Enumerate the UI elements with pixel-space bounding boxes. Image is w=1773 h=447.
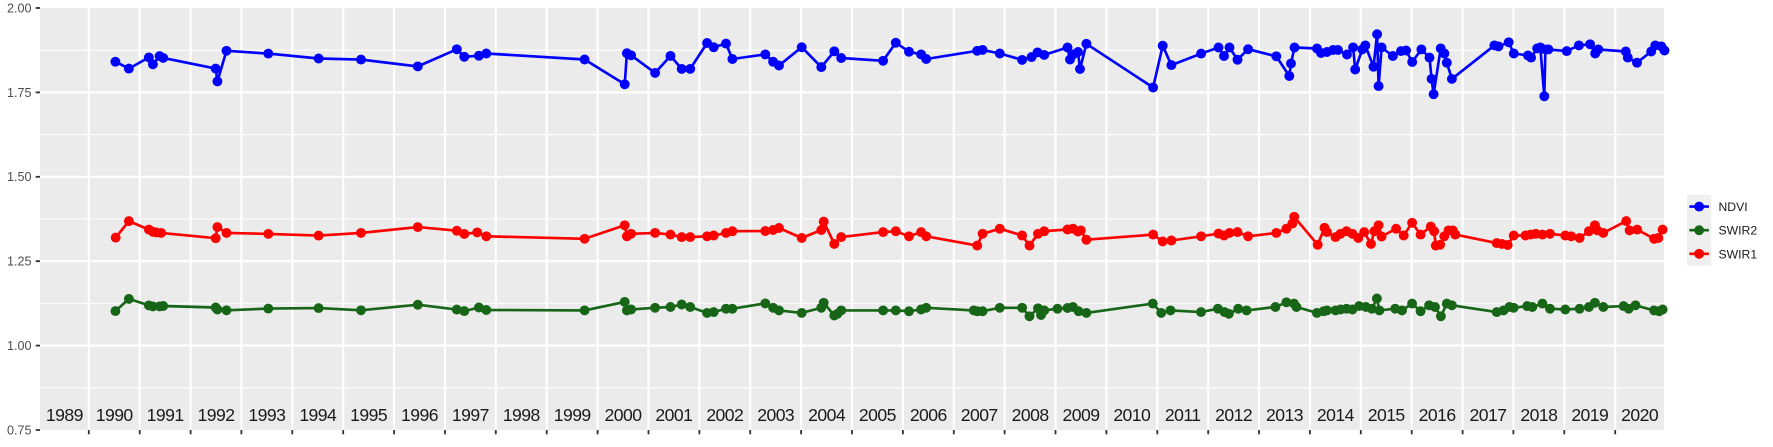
svg-text:1998: 1998 xyxy=(503,405,541,425)
svg-text:2011: 2011 xyxy=(1165,405,1201,425)
svg-text:1996: 1996 xyxy=(401,405,439,425)
svg-text:2005: 2005 xyxy=(859,405,897,425)
svg-text:2002: 2002 xyxy=(706,405,743,425)
svg-text:2004: 2004 xyxy=(808,405,846,425)
svg-text:2016: 2016 xyxy=(1419,405,1457,425)
svg-text:NDVI: NDVI xyxy=(1719,200,1748,214)
svg-text:1994: 1994 xyxy=(299,405,337,425)
svg-text:2006: 2006 xyxy=(910,405,948,425)
svg-text:1.75: 1.75 xyxy=(7,86,32,100)
svg-text:SWIR1: SWIR1 xyxy=(1719,247,1758,261)
svg-text:2013: 2013 xyxy=(1266,405,1304,425)
svg-text:1990: 1990 xyxy=(96,405,134,425)
svg-text:2007: 2007 xyxy=(961,405,998,425)
svg-text:1993: 1993 xyxy=(248,405,286,425)
svg-text:1992: 1992 xyxy=(198,405,235,425)
svg-text:2003: 2003 xyxy=(757,405,795,425)
svg-text:2019: 2019 xyxy=(1571,405,1608,425)
svg-text:1.50: 1.50 xyxy=(7,170,32,184)
svg-text:0.75: 0.75 xyxy=(7,423,32,437)
svg-text:1.00: 1.00 xyxy=(7,339,32,353)
svg-text:1995: 1995 xyxy=(350,405,388,425)
svg-text:2010: 2010 xyxy=(1113,405,1151,425)
svg-text:2.00: 2.00 xyxy=(7,1,32,15)
svg-text:2001: 2001 xyxy=(655,405,692,425)
svg-text:1.25: 1.25 xyxy=(7,255,32,269)
svg-text:1997: 1997 xyxy=(452,405,489,425)
svg-text:2012: 2012 xyxy=(1215,405,1252,425)
svg-text:2008: 2008 xyxy=(1012,405,1050,425)
svg-text:2018: 2018 xyxy=(1520,405,1558,425)
svg-text:2000: 2000 xyxy=(605,405,643,425)
svg-text:2017: 2017 xyxy=(1470,405,1507,425)
svg-text:1991: 1991 xyxy=(147,405,184,425)
svg-text:1999: 1999 xyxy=(554,405,591,425)
svg-text:2014: 2014 xyxy=(1317,405,1355,425)
svg-text:1989: 1989 xyxy=(46,405,83,425)
svg-text:SWIR2: SWIR2 xyxy=(1719,224,1758,238)
svg-text:2020: 2020 xyxy=(1621,405,1659,425)
svg-text:2009: 2009 xyxy=(1063,405,1100,425)
svg-text:2015: 2015 xyxy=(1368,405,1406,425)
